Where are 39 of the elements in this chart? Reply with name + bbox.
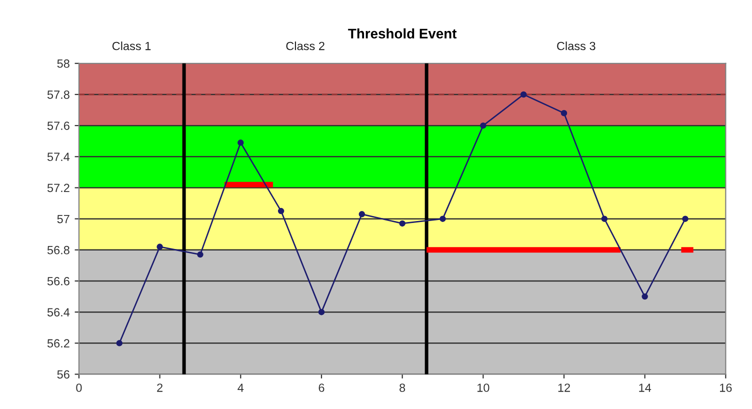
point xyxy=(278,208,284,214)
y-tick-label: 57.2 xyxy=(47,184,70,192)
y-tick-label: 56.6 xyxy=(47,277,70,286)
y-tick-label: 57 xyxy=(57,214,70,224)
x-tick-label: 10 xyxy=(477,384,490,392)
x-tick-label: 2 xyxy=(157,384,162,392)
y-tick-label: 56.2 xyxy=(47,339,70,348)
y-tick-label: 58 xyxy=(57,59,70,68)
x-tick-label: 0 xyxy=(76,384,82,392)
x-tick-label: 14 xyxy=(639,384,652,392)
text: Class 3 xyxy=(557,42,596,50)
x-tick-label: 4 xyxy=(238,384,244,392)
point xyxy=(399,220,406,227)
x-tick-label: 16 xyxy=(720,384,732,392)
point xyxy=(318,308,325,316)
x-tick-label: 12 xyxy=(558,384,570,392)
point xyxy=(601,216,608,222)
point xyxy=(197,251,204,258)
point xyxy=(156,244,163,250)
x-tick-label: 6 xyxy=(318,384,324,392)
y-tick-label: 56.4 xyxy=(47,308,70,316)
chart-title: Threshold Event xyxy=(348,28,457,39)
text: Class 2 xyxy=(286,42,324,50)
point xyxy=(642,293,648,300)
point xyxy=(116,340,123,346)
y-tick-label: 57.6 xyxy=(47,122,70,130)
y-tick-label: 57.4 xyxy=(47,152,70,162)
point xyxy=(358,211,366,218)
y-tick-label: 57.8 xyxy=(47,90,70,99)
point xyxy=(480,122,486,129)
y-tick-label: 56.8 xyxy=(47,246,70,254)
point xyxy=(440,216,446,222)
x-tick-label: 8 xyxy=(400,384,406,392)
text: Class 1 xyxy=(112,42,151,50)
y-tick-label: 56 xyxy=(57,370,70,379)
point xyxy=(520,91,527,98)
point xyxy=(560,110,568,116)
point xyxy=(238,140,244,146)
point xyxy=(682,216,688,222)
